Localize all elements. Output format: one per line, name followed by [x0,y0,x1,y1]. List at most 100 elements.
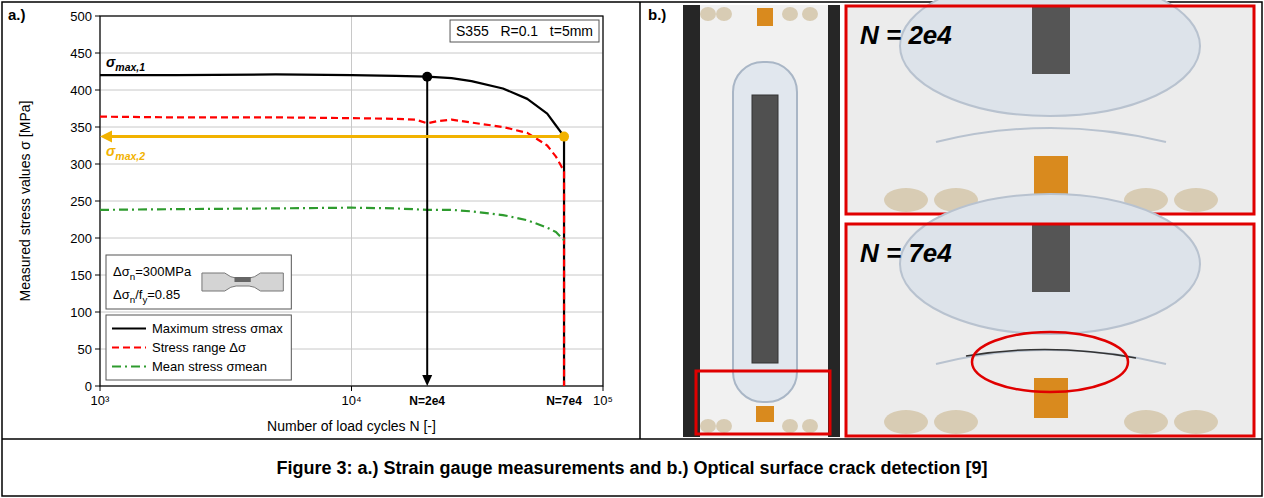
marker-label: N=2e4 [409,394,445,408]
strip [752,95,778,363]
solder [700,419,716,433]
text-part: Δσ [113,264,130,279]
subscript: max,1 [115,61,145,73]
solder [934,410,978,434]
marker-point [559,132,569,142]
x-tick-label: 10⁴ [341,393,361,408]
figure: a.)05010015020025030035040045050010³10⁴1… [0,0,1264,498]
y-tick-label: 300 [70,157,92,172]
legend: Maximum stress σmax Stress range Δσ Mean s… [106,315,291,380]
x-tick [603,386,604,391]
series-line [100,74,564,386]
gel [733,62,797,402]
panel-b: b.)N = 2e4N = 7e4 [648,0,1254,437]
caption: Figure 3: a.) Strain gauge measurements … [276,458,987,478]
zoom-frame [696,371,830,434]
series-line [100,208,564,241]
y-tick [95,201,100,202]
gel [900,0,1200,116]
gauge [1034,378,1068,418]
y-tick [95,312,100,313]
specimen-icon [202,273,283,291]
y-tick [95,90,100,91]
arrow [110,135,564,138]
solder [884,188,928,212]
info-text: S355 R=0.1 t=5mm [456,23,593,39]
y-tick-label: 100 [70,305,92,320]
y-tick [95,275,100,276]
markers [100,72,569,386]
y-tick-label: 50 [78,342,92,357]
legend-label: Stress range Δσ [152,340,246,355]
gauge [1034,156,1068,196]
x-tick-label: 10³ [91,393,110,408]
marker-label: N=7e4 [546,394,582,408]
x-axis-title: Number of load cycles N [-] [267,418,436,434]
solder [1124,410,1168,434]
legend-label: Mean stress σmean [152,359,267,374]
solder [716,419,732,433]
load-text: Δσn/fy=0.85 [113,287,180,305]
legend-swatch [112,346,146,348]
y-tick-label: 400 [70,83,92,98]
strip [1032,6,1070,74]
crack-highlight [972,332,1128,392]
legend-label: Maximum stress σmax [152,321,283,336]
caption-divider [2,438,1262,440]
load-box: Δσn=300MPa Δσn/fy=0.85 [106,255,291,309]
y-tick-label: 200 [70,231,92,246]
gel-edge [936,350,1166,364]
y-tick [95,127,100,128]
legend-frame [106,315,291,380]
plot-frame [100,16,603,386]
zoom-frame [846,224,1254,436]
subscript: max,2 [115,150,145,162]
text-part: Δσ [113,287,130,302]
solder [802,7,818,21]
info-frame [450,20,599,42]
y-tick [95,53,100,54]
y-tick-label: 500 [70,9,92,24]
data [100,74,564,386]
x-tick-label: 10⁵ [593,393,613,408]
solder [782,7,798,21]
solder [716,7,732,21]
legend-swatch [112,327,146,329]
y-tick [95,238,100,239]
load-text: Δσn=300MPa [113,264,192,282]
marker-symbol: σmax,2 [106,143,145,162]
y-tick-label: 350 [70,120,92,135]
arrow-head [422,375,432,386]
y-tick [95,16,100,17]
y-tick-label: 450 [70,46,92,61]
specimen-strip [234,277,250,282]
zoom-frame [846,6,1254,214]
x-tick [351,386,352,391]
solder [700,7,716,21]
grid-line [351,16,352,386]
grid [100,16,603,386]
panel-label: a.) [8,6,26,23]
marker-symbol: σmax,1 [106,54,145,73]
strip [1032,224,1070,292]
solder [1174,410,1218,434]
y-tick [95,164,100,165]
gauge [757,8,773,26]
x-tick [100,386,101,391]
y-tick [95,386,100,387]
view-label: N = 2e4 [860,20,952,50]
arrow-head [100,131,112,143]
text-part: =0.85 [147,287,180,302]
y-tick-label: 250 [70,194,92,209]
load-frame [106,255,291,309]
solder [1174,188,1218,212]
info-box: S355 R=0.1 t=5mm [450,20,599,42]
solder [782,419,798,433]
y-tick-label: 150 [70,268,92,283]
legend-swatch [112,365,146,367]
photo-bg [683,5,840,437]
solder [802,419,818,433]
crack [966,349,1136,358]
panel-label: b.) [648,6,666,23]
y-axis-title: Measured stress values σ [MPa] [17,101,33,302]
